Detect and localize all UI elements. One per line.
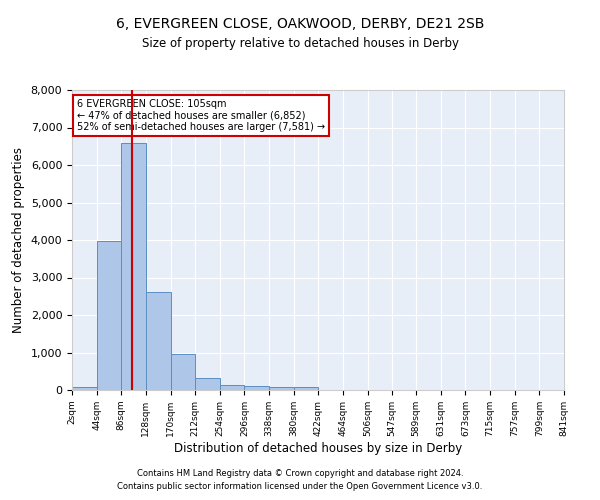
Y-axis label: Number of detached properties: Number of detached properties: [12, 147, 25, 333]
Bar: [269, 386, 293, 390]
Bar: [97, 241, 121, 390]
Bar: [170, 354, 195, 390]
Bar: [146, 292, 170, 390]
Text: Contains public sector information licensed under the Open Government Licence v3: Contains public sector information licen…: [118, 482, 482, 491]
Text: 6 EVERGREEN CLOSE: 105sqm
← 47% of detached houses are smaller (6,852)
52% of se: 6 EVERGREEN CLOSE: 105sqm ← 47% of detac…: [77, 99, 325, 132]
Text: Contains HM Land Registry data © Crown copyright and database right 2024.: Contains HM Land Registry data © Crown c…: [137, 468, 463, 477]
Bar: [220, 385, 244, 390]
Bar: [244, 386, 269, 390]
Text: 6, EVERGREEN CLOSE, OAKWOOD, DERBY, DE21 2SB: 6, EVERGREEN CLOSE, OAKWOOD, DERBY, DE21…: [116, 18, 484, 32]
Bar: [293, 388, 318, 390]
Text: Size of property relative to detached houses in Derby: Size of property relative to detached ho…: [142, 38, 458, 51]
Bar: [72, 387, 97, 390]
Bar: [195, 378, 220, 390]
Bar: [121, 142, 146, 390]
X-axis label: Distribution of detached houses by size in Derby: Distribution of detached houses by size …: [174, 442, 462, 454]
